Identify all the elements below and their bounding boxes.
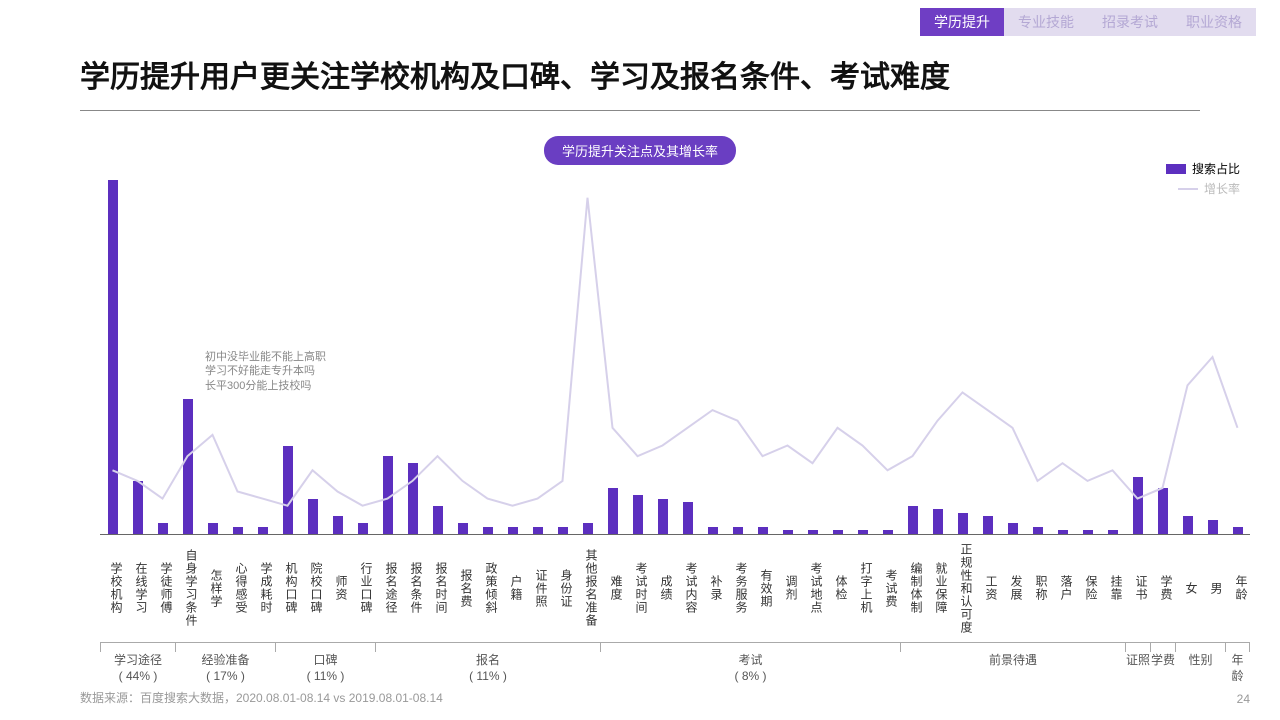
group-label: 证照 (1126, 653, 1150, 669)
tab-招录考试[interactable]: 招录考试 (1088, 8, 1172, 36)
group-label: 年龄 (1226, 653, 1249, 684)
x-axis-label: 报名费 (450, 538, 475, 638)
chart-title-badge: 学历提升关注点及其增长率 (544, 136, 736, 165)
tab-学历提升[interactable]: 学历提升 (920, 8, 1004, 36)
x-axis-label: 发展 (1000, 538, 1025, 638)
x-axis-label: 男 (1200, 538, 1225, 638)
x-axis-label: 学徒师傅 (150, 538, 175, 638)
x-axis-label: 行业口碑 (350, 538, 375, 638)
x-axis-label: 心得感受 (225, 538, 250, 638)
group-label: 性别 (1176, 653, 1225, 669)
group-bracket: 年龄 (1225, 642, 1250, 652)
x-axis-label: 有效期 (750, 538, 775, 638)
x-axis-label: 职称 (1025, 538, 1050, 638)
group-brackets: 学习途径( 44% )经验准备( 17% )口碑( 11% )报名( 11% )… (100, 642, 1250, 652)
group-bracket: 学费 (1150, 642, 1175, 652)
group-bracket: 性别 (1175, 642, 1225, 652)
group-label: 学习途径( 44% ) (101, 653, 175, 684)
x-axis-label: 师资 (325, 538, 350, 638)
x-axis-label: 其他报名准备 (575, 538, 600, 638)
chart-area: 初中没毕业能不能上高职学习不好能走专升本吗长平300分能上技校吗 (100, 180, 1250, 535)
x-axis-label: 女 (1175, 538, 1200, 638)
group-label: 前景待遇 (901, 653, 1125, 669)
group-label: 学费 (1151, 653, 1175, 669)
x-axis-label: 考试时间 (625, 538, 650, 638)
x-axis-label: 体检 (825, 538, 850, 638)
x-axis-label: 落户 (1050, 538, 1075, 638)
x-axis-label: 报名条件 (400, 538, 425, 638)
group-bracket: 前景待遇 (900, 642, 1125, 652)
group-bracket: 口碑( 11% ) (275, 642, 375, 652)
x-axis-label: 自身学习条件 (175, 538, 200, 638)
chart-annotation: 初中没毕业能不能上高职学习不好能走专升本吗长平300分能上技校吗 (205, 350, 326, 393)
x-axis-label: 证件照 (525, 538, 550, 638)
x-axis-label: 身份证 (550, 538, 575, 638)
x-axis-label: 考务服务 (725, 538, 750, 638)
group-bracket: 考试( 8% ) (600, 642, 900, 652)
x-axis-label: 保险 (1075, 538, 1100, 638)
x-axis-label: 证书 (1125, 538, 1150, 638)
tab-bar: 学历提升专业技能招录考试职业资格 (920, 8, 1256, 36)
legend-label-bar: 搜索占比 (1192, 160, 1240, 177)
legend-swatch-bar (1166, 164, 1186, 174)
x-axis-label: 政策倾斜 (475, 538, 500, 638)
group-label: 口碑( 11% ) (276, 653, 375, 684)
x-axis-label: 院校口碑 (300, 538, 325, 638)
group-label: 考试( 8% ) (601, 653, 900, 684)
x-axis-label: 报名途径 (375, 538, 400, 638)
group-label: 报名( 11% ) (376, 653, 600, 684)
x-axis-label: 考试费 (875, 538, 900, 638)
x-axis-label: 正规性和认可度 (950, 538, 975, 638)
x-axis-label: 成绩 (650, 538, 675, 638)
data-source-footer: 数据来源：百度搜索大数据，2020.08.01-08.14 vs 2019.08… (80, 689, 443, 706)
group-bracket: 报名( 11% ) (375, 642, 600, 652)
page-title: 学历提升用户更关注学校机构及口碑、学习及报名条件、考试难度 (80, 52, 1200, 111)
x-axis-label: 考试内容 (675, 538, 700, 638)
x-axis-label: 机构口碑 (275, 538, 300, 638)
x-axis-label: 考试地点 (800, 538, 825, 638)
tab-职业资格[interactable]: 职业资格 (1172, 8, 1256, 36)
tab-专业技能[interactable]: 专业技能 (1004, 8, 1088, 36)
group-bracket: 学习途径( 44% ) (100, 642, 175, 652)
x-axis-label: 户籍 (500, 538, 525, 638)
group-label: 经验准备( 17% ) (176, 653, 275, 684)
group-bracket: 证照 (1125, 642, 1150, 652)
x-axis-label: 学费 (1150, 538, 1175, 638)
x-axis-label: 学成耗时 (250, 538, 275, 638)
x-axis-label: 就业保障 (925, 538, 950, 638)
x-axis-label: 编制体制 (900, 538, 925, 638)
x-axis-label: 报名时间 (425, 538, 450, 638)
x-axis-labels: 学校机构在线学习学徒师傅自身学习条件怎样学心得感受学成耗时机构口碑院校口碑师资行… (100, 538, 1250, 638)
group-bracket: 经验准备( 17% ) (175, 642, 275, 652)
x-axis-label: 调剂 (775, 538, 800, 638)
x-axis-label: 工资 (975, 538, 1000, 638)
x-axis-label: 打字上机 (850, 538, 875, 638)
legend-item-bar: 搜索占比 (1166, 160, 1240, 177)
x-axis-label: 学校机构 (100, 538, 125, 638)
x-axis-label: 年龄 (1225, 538, 1250, 638)
x-axis-label: 补录 (700, 538, 725, 638)
x-axis-label: 挂靠 (1100, 538, 1125, 638)
x-axis-label: 在线学习 (125, 538, 150, 638)
page-number: 24 (1237, 692, 1250, 706)
x-axis-label: 难度 (600, 538, 625, 638)
x-axis-label: 怎样学 (200, 538, 225, 638)
